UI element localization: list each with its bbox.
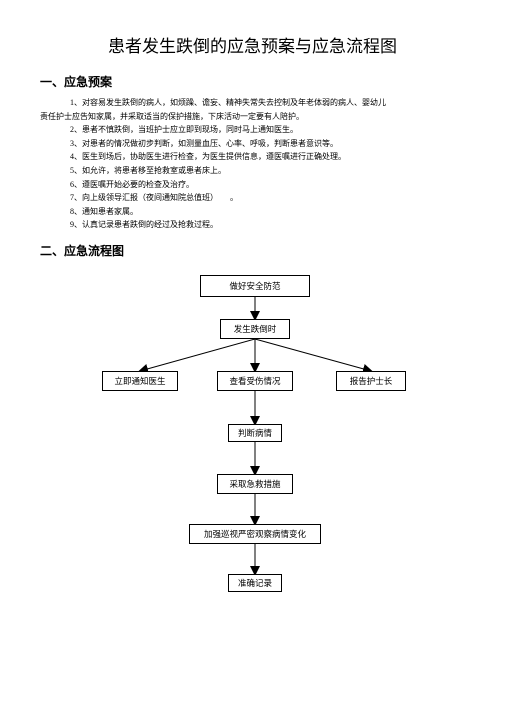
section-plan-heading: 一、应急预案 — [40, 73, 465, 90]
plan-list: 1、对容易发生跌倒的病人，如烦躁、谵妄、精神失常失去控制及年老体弱的病人、婴幼儿… — [70, 96, 465, 232]
flow-node: 采取急救措施 — [217, 474, 293, 494]
plan-item: 9、认真记录患者跌倒的经过及抢救过程。 — [70, 218, 465, 232]
plan-item: 1、对容易发生跌倒的病人，如烦躁、谵妄、精神失常失去控制及年老体弱的病人、婴幼儿 — [70, 96, 465, 110]
section-flow-heading: 二、应急流程图 — [40, 242, 465, 259]
flow-node: 查看受伤情况 — [217, 371, 293, 391]
plan-item: 2、患者不慎跌倒，当班护士应立即到现场，同时马上通知医生。 — [70, 123, 465, 137]
flow-node: 加强巡视严密观察病情变化 — [189, 524, 321, 544]
flow-node: 准确记录 — [228, 574, 282, 592]
plan-item: 4、医生到场后，协助医生进行检查，为医生提供信息，遵医嘱进行正确处理。 — [70, 150, 465, 164]
plan-item: 8、通知患者家属。 — [70, 205, 465, 219]
page-title: 患者发生跌倒的应急预案与应急流程图 — [40, 32, 465, 57]
plan-item: 责任护士应告知家属，并采取适当的保护措施，下床活动一定要有人陪护。 — [40, 110, 465, 124]
flow-node: 判断病情 — [228, 424, 282, 442]
plan-item: 5、如允许，将患者移至抢救室或患者床上。 — [70, 164, 465, 178]
flow-node: 发生跌倒时 — [220, 319, 290, 339]
flow-node: 报告护士长 — [336, 371, 406, 391]
flowchart: 做好安全防范发生跌倒时立即通知医生 查看受伤情况 报告护士长判断病情采取急救措施加强… — [40, 269, 465, 629]
flow-node: 立即通知医生 — [102, 371, 178, 391]
plan-item: 3、对患者的情况做初步判断，如测量血压、心率、呼吸，判断患者意识等。 — [70, 137, 465, 151]
plan-item: 7、向上级领导汇报（夜间通知院总值班） 。 — [70, 191, 465, 205]
plan-item: 6、遵医嘱开始必要的检查及治疗。 — [70, 178, 465, 192]
flow-node: 做好安全防范 — [200, 275, 310, 297]
